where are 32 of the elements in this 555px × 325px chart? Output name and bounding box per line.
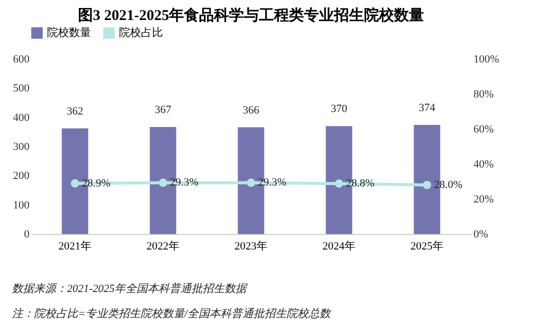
source-note: 数据来源：2021-2025年全国本科普通批招生数据	[12, 282, 248, 296]
data-label: 28.8%	[346, 178, 374, 190]
data-label: 29.3%	[170, 176, 198, 189]
data-label: 366	[242, 104, 260, 116]
data-label: 29.3%	[258, 176, 286, 189]
y2-tick-label: 40%	[474, 158, 494, 170]
x-tick-label: 2025年	[410, 240, 444, 252]
x-tick-label: 2021年	[58, 240, 92, 252]
y-tick-label: 200	[13, 170, 30, 182]
data-label: 374	[418, 102, 436, 114]
y2-tick-label: 100%	[474, 54, 500, 66]
x-tick-label: 2023年	[234, 240, 268, 252]
x-tick-label: 2022年	[146, 240, 180, 252]
y-tick-label: 300	[13, 141, 30, 153]
data-label: 367	[154, 104, 172, 116]
y-tick-label: 100	[13, 199, 30, 212]
data-label: 362	[66, 105, 84, 118]
y-tick-label: 0	[24, 228, 30, 240]
data-label: 28.9%	[82, 177, 110, 190]
y2-tick-label: 0%	[474, 228, 488, 240]
y2-tick-label: 60%	[474, 124, 494, 136]
y-tick-label: 500	[13, 82, 30, 95]
y2-tick-label: 20%	[474, 194, 494, 206]
y-tick-label: 400	[13, 112, 30, 124]
data-label: 370	[330, 103, 348, 116]
legend-label: 院校占比	[119, 26, 163, 39]
text: 注：院校占比=专业类招生院校数量/全国本科普通批招生院校总数	[12, 306, 332, 321]
legend-label: 院校数量	[47, 26, 91, 39]
chart-title: 图3 2021-2025年食品科学与工程类专业招生院校数量	[78, 7, 424, 24]
y-tick-label: 600	[13, 54, 30, 66]
y2-tick-label: 80%	[474, 88, 494, 100]
x-tick-label: 2024年	[322, 240, 356, 252]
